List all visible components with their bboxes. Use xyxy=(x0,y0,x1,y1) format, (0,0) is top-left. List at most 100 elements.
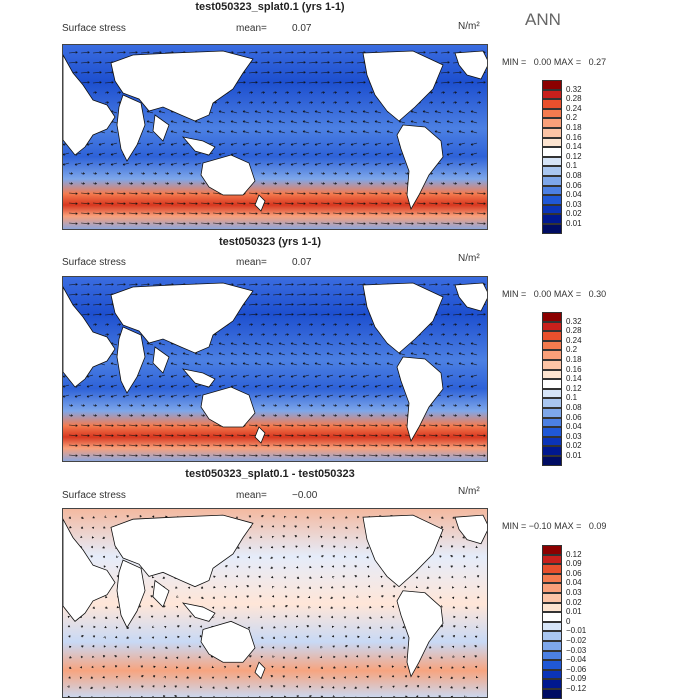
colorbar-tick-label: 0.12 xyxy=(566,549,582,559)
panel-2-min-value: 0.00 xyxy=(533,289,552,299)
colorbar-tick-label: −0.03 xyxy=(566,645,587,655)
colorbar-swatch xyxy=(542,223,562,234)
panel-1-min-value: 0.00 xyxy=(533,57,552,67)
colorbar-tick-label: 0.28 xyxy=(566,94,582,104)
panel-1-mean-label: mean= xyxy=(236,23,267,34)
colorbar-swatch xyxy=(542,350,562,360)
panel-3-max-value: 0.09 xyxy=(588,521,607,531)
season-label: ANN xyxy=(525,10,561,29)
colorbar-tick-label: 0.06 xyxy=(566,180,582,190)
colorbar-swatch xyxy=(542,127,562,138)
panel-2-max-label: MAX = xyxy=(553,289,582,299)
panel-3-map xyxy=(62,508,488,698)
colorbar-swatch xyxy=(542,321,562,332)
colorbar-swatch xyxy=(542,166,562,176)
colorbar-swatch xyxy=(542,592,562,603)
colorbar-swatch xyxy=(542,185,562,196)
panel-1-min-label: MIN = xyxy=(502,57,527,67)
colorbar-swatch xyxy=(542,175,562,186)
colorbar-tick-label: 0.1 xyxy=(566,393,578,403)
colorbar-tick-label: 0.01 xyxy=(566,451,582,460)
colorbar-swatch xyxy=(542,204,562,215)
colorbar-swatch xyxy=(542,621,562,632)
colorbar-tick-label: −0.06 xyxy=(566,664,587,674)
panel-3-mean-label: mean= xyxy=(236,490,267,501)
colorbar-swatch xyxy=(542,147,562,157)
colorbar-tick-label: −0.04 xyxy=(566,655,587,665)
colorbar-tick-label: 0.01 xyxy=(566,607,582,617)
colorbar-swatch xyxy=(542,650,562,661)
colorbar-tick-label: 0.06 xyxy=(566,568,582,578)
colorbar-swatch xyxy=(542,564,562,574)
colorbar-tick-label: 0.16 xyxy=(566,132,582,142)
panel-1-max-value: 0.27 xyxy=(588,57,607,67)
colorbar-swatch xyxy=(542,436,562,447)
colorbar-tick-label: 0.12 xyxy=(566,151,582,161)
colorbar-tick-label: 0.02 xyxy=(566,597,582,607)
colorbar-tick-label: 0 xyxy=(566,616,571,626)
panel-3-colorbar xyxy=(542,545,562,699)
colorbar-tick-label: −0.01 xyxy=(566,626,587,636)
colorbar-tick-label: 0.06 xyxy=(566,412,582,422)
colorbar-swatch xyxy=(542,340,562,351)
colorbar-swatch xyxy=(542,407,562,418)
panel-2-minmax: MIN = 0.00 MAX = 0.30 xyxy=(502,289,606,299)
panel-2-title: test050323 (yrs 1-1) xyxy=(218,236,322,248)
colorbar-swatch xyxy=(542,398,562,408)
colorbar-tick-label: 0.24 xyxy=(566,103,582,113)
panel-2-colorbar xyxy=(542,312,562,466)
colorbar-swatch xyxy=(542,688,562,699)
colorbar-swatch xyxy=(542,214,562,224)
colorbar-tick-label: 0.18 xyxy=(566,123,582,132)
colorbar-swatch xyxy=(542,640,562,651)
panel-2-mean-value: 0.07 xyxy=(292,257,312,268)
panel-1-units: N/m² xyxy=(458,21,480,32)
colorbar-swatch xyxy=(542,545,562,555)
panel-2-map xyxy=(62,276,488,462)
colorbar-swatch xyxy=(542,660,562,670)
colorbar-swatch xyxy=(542,417,562,428)
colorbar-swatch xyxy=(542,195,562,205)
colorbar-swatch xyxy=(542,80,562,90)
colorbar-swatch xyxy=(542,554,562,565)
colorbar-tick-label: 0.01 xyxy=(566,219,582,228)
colorbar-swatch xyxy=(542,99,562,109)
panel-3-variable-label: Surface stress xyxy=(62,490,126,501)
colorbar-tick-label: 0.02 xyxy=(566,441,582,451)
panel-1-title: test050323_splat0.1 (yrs 1-1) xyxy=(195,1,345,13)
colorbar-swatch xyxy=(542,455,562,466)
colorbar-tick-label: 0.2 xyxy=(566,345,578,355)
panel-3-units: N/m² xyxy=(458,486,480,497)
colorbar-tick-label: 0.16 xyxy=(566,364,582,374)
colorbar-swatch xyxy=(542,89,562,100)
colorbar-tick-label: 0.03 xyxy=(566,588,582,597)
colorbar-swatch xyxy=(542,137,562,148)
panel-3-mean-value: −0.00 xyxy=(292,490,318,501)
colorbar-tick-label: 0.2 xyxy=(566,113,578,123)
colorbar-tick-label: −0.02 xyxy=(566,636,587,645)
colorbar-tick-label: 0.32 xyxy=(566,316,582,326)
colorbar-swatch xyxy=(542,427,562,437)
panel-1-minmax: MIN = 0.00 MAX = 0.27 xyxy=(502,57,606,67)
panel-2-max-value: 0.30 xyxy=(588,289,607,299)
colorbar-swatch xyxy=(542,602,562,613)
colorbar-swatch xyxy=(542,388,562,399)
colorbar-swatch xyxy=(542,379,562,389)
colorbar-swatch xyxy=(542,312,562,322)
colorbar-tick-label: 0.28 xyxy=(566,326,582,336)
colorbar-tick-label: 0.24 xyxy=(566,335,582,345)
panel-3-minmax: MIN = −0.10 MAX = 0.09 xyxy=(502,521,606,531)
panel-2-mean-label: mean= xyxy=(236,257,267,268)
panel-1-max-label: MAX = xyxy=(553,57,582,67)
colorbar-tick-label: 0.04 xyxy=(566,578,582,588)
colorbar-swatch xyxy=(542,573,562,584)
colorbar-tick-label: 0.14 xyxy=(566,142,582,152)
panel-1-colorbar xyxy=(542,80,562,234)
colorbar-swatch xyxy=(542,446,562,456)
colorbar-swatch xyxy=(542,583,562,593)
colorbar-tick-label: 0.02 xyxy=(566,209,582,219)
colorbar-tick-label: 0.03 xyxy=(566,199,582,209)
panel-3-min-value: −0.10 xyxy=(528,521,552,531)
colorbar-tick-label: 0.1 xyxy=(566,161,578,171)
panel-2-min-label: MIN = xyxy=(502,289,527,299)
